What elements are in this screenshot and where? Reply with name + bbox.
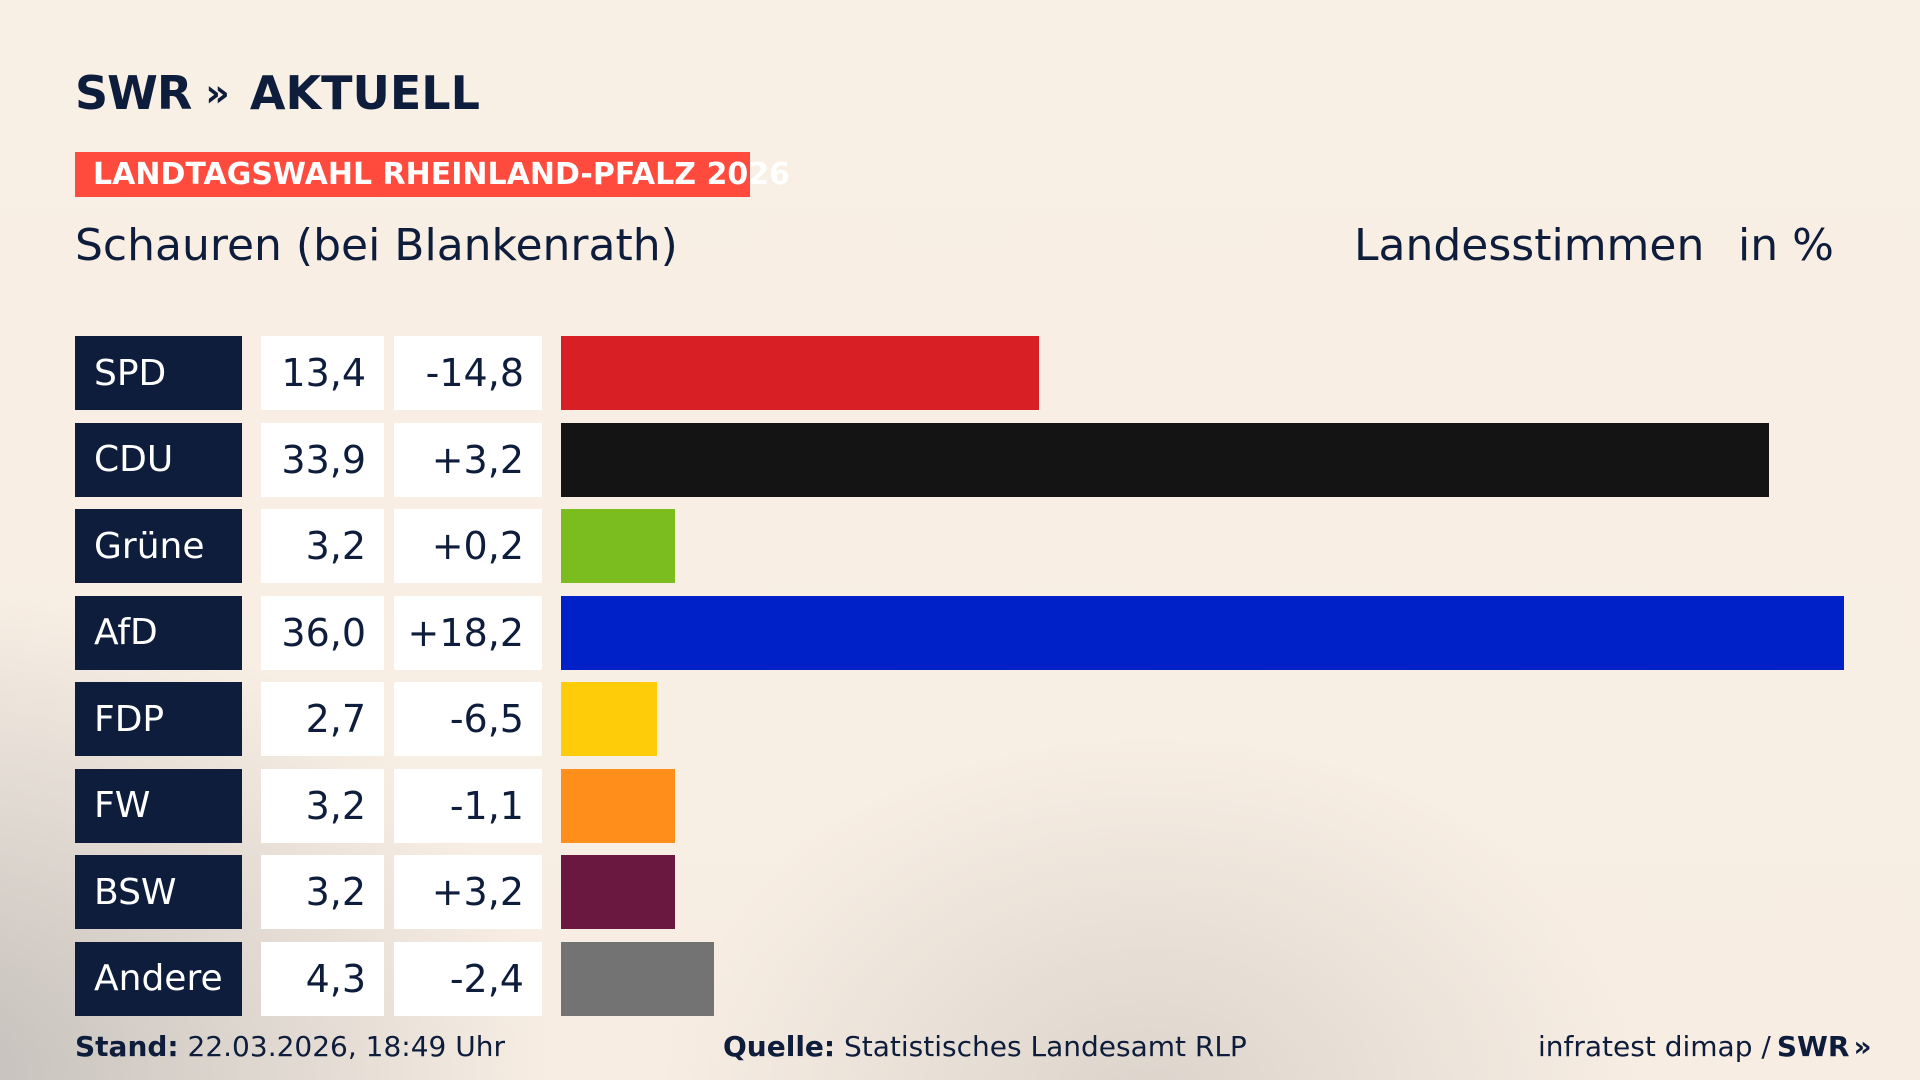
result-row: Andere 4,3 -2,4 bbox=[75, 941, 1855, 1016]
credit-swr: SWR bbox=[1776, 1030, 1850, 1063]
diff-label: +3,2 bbox=[394, 855, 542, 929]
swr-aktuell-logo: SWR » AKTUELL bbox=[75, 70, 480, 116]
diff-label: +18,2 bbox=[394, 595, 542, 670]
logo-aktuell: AKTUELL bbox=[249, 66, 480, 120]
value-label: 4,3 bbox=[261, 941, 384, 1016]
quelle-value: Statistisches Landesamt RLP bbox=[844, 1030, 1247, 1063]
logo-chevron-icon: » bbox=[205, 71, 229, 115]
result-row: FW 3,2 -1,1 bbox=[75, 768, 1855, 843]
diff-label: +3,2 bbox=[394, 422, 542, 497]
result-row: CDU 33,9 +3,2 bbox=[75, 422, 1855, 497]
unit-label: in % bbox=[1738, 220, 1834, 271]
value-label: 33,9 bbox=[261, 422, 384, 497]
result-row: Grüne 3,2 +0,2 bbox=[75, 509, 1855, 583]
diff-label: -6,5 bbox=[394, 682, 542, 756]
party-label: FW bbox=[75, 768, 242, 843]
bar bbox=[561, 768, 676, 843]
bar bbox=[561, 595, 1844, 670]
result-row: FDP 2,7 -6,5 bbox=[75, 682, 1855, 756]
result-row: AfD 36,0 +18,2 bbox=[75, 595, 1855, 670]
bar bbox=[561, 682, 658, 756]
stand-value: 22.03.2026, 18:49 Uhr bbox=[187, 1030, 505, 1063]
bar bbox=[561, 336, 1039, 410]
stand-label: Stand: bbox=[75, 1030, 179, 1063]
diff-label: +0,2 bbox=[394, 509, 542, 583]
footer-stand: Stand: 22.03.2026, 18:49 Uhr bbox=[75, 1030, 505, 1063]
diff-label: -14,8 bbox=[394, 336, 542, 410]
party-label: SPD bbox=[75, 336, 242, 410]
metric-label: Landesstimmen bbox=[1354, 220, 1705, 271]
bar bbox=[561, 509, 676, 583]
party-label: AfD bbox=[75, 595, 242, 670]
footer-credit: infratest dimap / SWR » bbox=[1538, 1030, 1872, 1063]
footer-source: Quelle: Statistisches Landesamt RLP bbox=[723, 1030, 1247, 1063]
quelle-label: Quelle: bbox=[723, 1030, 836, 1063]
place-title: Schauren (bei Blankenrath) bbox=[75, 220, 678, 271]
value-label: 3,2 bbox=[261, 855, 384, 929]
credit-chevron-icon: » bbox=[1853, 1030, 1871, 1063]
party-label: CDU bbox=[75, 422, 242, 497]
party-label: Andere bbox=[75, 941, 242, 1016]
result-row: BSW 3,2 +3,2 bbox=[75, 855, 1855, 929]
party-label: Grüne bbox=[75, 509, 242, 583]
bar bbox=[561, 941, 715, 1016]
result-row: SPD 13,4 -14,8 bbox=[75, 336, 1855, 410]
value-label: 3,2 bbox=[261, 509, 384, 583]
value-label: 13,4 bbox=[261, 336, 384, 410]
party-label: BSW bbox=[75, 855, 242, 929]
logo-swr: SWR bbox=[75, 66, 192, 120]
election-badge: LANDTAGSWAHL RHEINLAND-PFALZ 2026 bbox=[75, 152, 790, 197]
diff-label: -2,4 bbox=[394, 941, 542, 1016]
value-label: 2,7 bbox=[261, 682, 384, 756]
party-label: FDP bbox=[75, 682, 242, 756]
value-label: 36,0 bbox=[261, 595, 384, 670]
bar bbox=[561, 855, 676, 929]
diff-label: -1,1 bbox=[394, 768, 542, 843]
bar bbox=[561, 422, 1770, 497]
value-label: 3,2 bbox=[261, 768, 384, 843]
credit-text: infratest dimap / bbox=[1538, 1030, 1771, 1063]
